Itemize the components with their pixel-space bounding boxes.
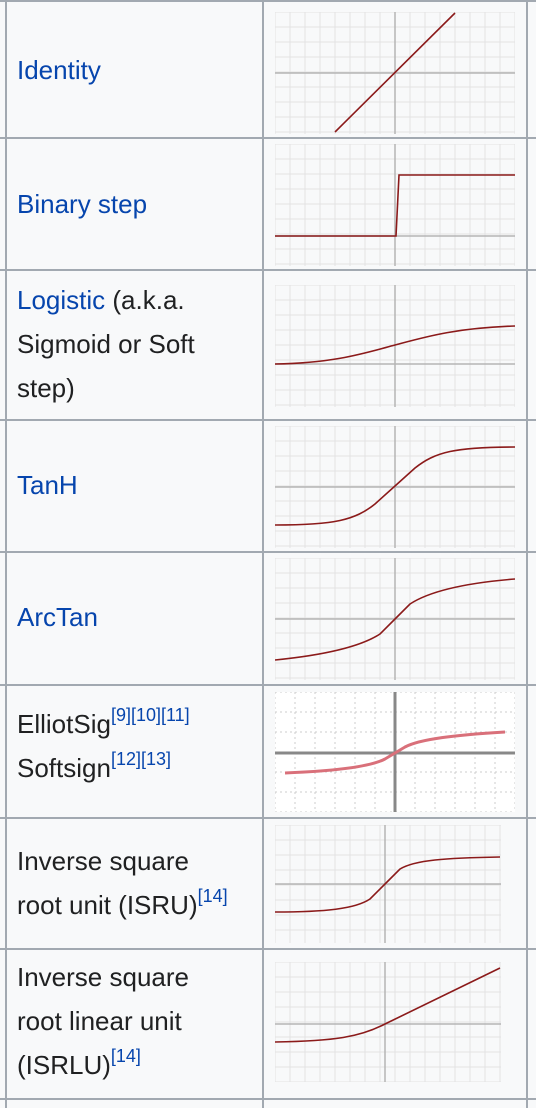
row-elliotsig-name: ElliotSig[9][10][11] Softsign[12][13] xyxy=(17,702,257,790)
logistic-graph xyxy=(275,285,515,407)
row-binary-step-name: Binary step xyxy=(17,182,257,226)
isru-line-2: root unit (ISRU) xyxy=(17,890,198,920)
elliotsig-refs: [9][10][11] xyxy=(111,705,190,725)
row-isru-name: Inverse square root unit (ISRU)[14] xyxy=(17,839,257,927)
arctan-link[interactable]: ArcTan xyxy=(17,602,98,632)
tanh-curve xyxy=(275,446,515,526)
arctan-graph xyxy=(275,558,515,680)
identity-plot xyxy=(275,12,515,134)
ref-14[interactable]: [14] xyxy=(197,886,228,907)
ref-12[interactable]: [12] xyxy=(110,749,141,770)
softsign-plot xyxy=(275,692,515,812)
row-identity-name: Identity xyxy=(17,48,257,92)
row-border xyxy=(0,137,536,139)
plot-grid xyxy=(275,144,515,266)
row-border xyxy=(0,1098,536,1100)
row-border xyxy=(0,948,536,950)
isrlu-curve xyxy=(275,967,501,1043)
ref-11[interactable]: [11] xyxy=(160,705,190,726)
isrlu-refs: [14] xyxy=(111,1046,141,1066)
logistic-aka-2: Sigmoid or Soft xyxy=(17,329,195,359)
binary-step-plot xyxy=(275,144,515,266)
softsign-curve xyxy=(284,730,506,775)
row-border xyxy=(0,419,536,421)
row-logistic-name: Logistic (a.k.a. Sigmoid or Soft step) xyxy=(17,278,257,410)
row-border xyxy=(0,0,536,2)
row-border xyxy=(0,817,536,819)
isrlu-line-2: root linear unit xyxy=(17,1006,182,1036)
identity-link[interactable]: Identity xyxy=(17,55,101,85)
ref-14[interactable]: [14] xyxy=(110,1046,141,1067)
isru-graph xyxy=(275,825,501,943)
identity-graph xyxy=(275,12,515,134)
table-border-right xyxy=(526,0,528,1108)
softsign-refs: [12][13] xyxy=(111,749,171,769)
elliotsig-label: ElliotSig xyxy=(17,709,111,739)
logistic-link[interactable]: Logistic xyxy=(17,285,106,315)
table-border-middle xyxy=(262,0,264,1108)
row-arctan-name: ArcTan xyxy=(17,595,257,639)
row-border xyxy=(0,684,536,686)
logistic-aka-1: (a.k.a. xyxy=(105,285,185,315)
tanh-graph xyxy=(275,426,515,548)
row-tanh-name: TanH xyxy=(17,463,257,507)
isru-curve xyxy=(275,856,501,913)
tanh-link[interactable]: TanH xyxy=(17,470,78,500)
row-border xyxy=(0,269,536,271)
logistic-curve xyxy=(275,325,515,365)
softsign-graph xyxy=(275,692,515,812)
ref-9[interactable]: [9] xyxy=(110,705,131,726)
binary-step-graph xyxy=(275,144,515,266)
row-isrlu-name: Inverse square root linear unit (ISRLU)[… xyxy=(17,955,257,1087)
isrlu-line-3: (ISRLU) xyxy=(17,1050,111,1080)
row-border xyxy=(0,551,536,553)
binary-step-link[interactable]: Binary step xyxy=(17,189,148,219)
table-border-left xyxy=(5,0,7,1108)
identity-curve xyxy=(334,12,456,133)
arctan-plot xyxy=(275,558,515,680)
softsign-label: Softsign xyxy=(17,753,111,783)
ref-13[interactable]: [13] xyxy=(140,749,172,770)
logistic-aka-3: step) xyxy=(17,373,75,403)
isrlu-graph xyxy=(275,962,501,1082)
logistic-plot xyxy=(275,285,515,407)
isru-refs: [14] xyxy=(198,886,228,906)
isru-line-1: Inverse square xyxy=(17,846,189,876)
isrlu-line-1: Inverse square xyxy=(17,962,189,992)
binary-step-curve xyxy=(275,174,515,237)
isru-plot xyxy=(275,825,501,943)
arctan-curve xyxy=(275,578,515,661)
ref-10[interactable]: [10] xyxy=(130,705,161,726)
tanh-plot xyxy=(275,426,515,548)
plot-grid xyxy=(275,962,501,1082)
isrlu-plot xyxy=(275,962,501,1082)
